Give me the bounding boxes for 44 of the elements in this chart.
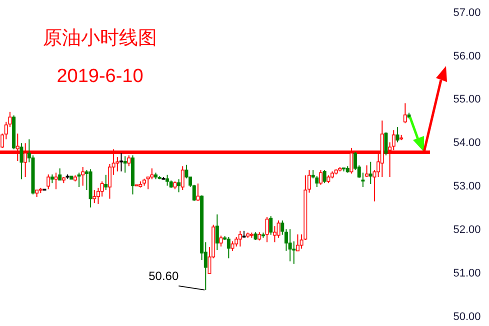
candlestick: [238, 230, 242, 248]
candlestick: [104, 174, 108, 191]
candlestick: [196, 183, 200, 202]
candlestick: [226, 236, 230, 259]
y-tick-label: 54.00: [453, 137, 481, 150]
y-tick-label: 50.00: [453, 310, 481, 323]
candlestick: [396, 126, 400, 143]
candlestick: [120, 152, 123, 172]
candlestick: [54, 172, 58, 190]
candlestick: [58, 168, 62, 181]
candlestick: [265, 216, 269, 243]
y-tick-label: 53.00: [453, 180, 481, 193]
y-tick-label: 51.00: [453, 267, 481, 280]
candlestick: [46, 174, 50, 190]
candlestick: [384, 132, 388, 156]
candlestick: [20, 142, 24, 180]
candlestick: [276, 220, 280, 238]
y-tick-label: 57.00: [453, 6, 481, 19]
candlestick: [123, 156, 127, 174]
candlestick: [230, 240, 234, 252]
candlestick: [215, 214, 219, 250]
y-tick-label: 56.00: [453, 50, 481, 62]
candlestick: [365, 164, 369, 178]
candlestick: [100, 180, 104, 198]
candlestick: [322, 170, 326, 184]
candlestick: [296, 234, 300, 252]
candlestick: [77, 172, 81, 188]
candlestick: [177, 178, 181, 193]
y-tick-label: 55.00: [453, 94, 481, 106]
candlestick: [319, 170, 322, 186]
candlestick: [269, 216, 273, 236]
candlestick: [81, 166, 85, 186]
annotation: 50.60: [148, 268, 179, 283]
candlestick: [272, 226, 276, 243]
text: 原油小时线图: [43, 28, 157, 49]
candlestick: [150, 168, 154, 180]
candlestick: [368, 161, 372, 184]
candlestick: [166, 174, 170, 186]
candlestick: [180, 166, 184, 191]
candlestick: [288, 228, 292, 262]
y-tick-label: 52.00: [453, 224, 481, 236]
text: 2019-6-10: [56, 66, 144, 87]
candlestick: [403, 102, 407, 124]
candlestick: [92, 190, 96, 204]
